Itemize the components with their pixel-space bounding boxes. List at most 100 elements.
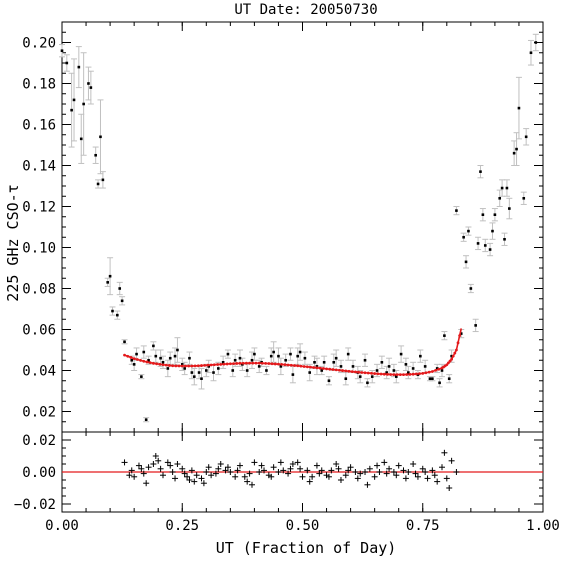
fit-dot	[325, 367, 328, 371]
data-point	[265, 369, 268, 372]
data-point	[488, 248, 492, 251]
fit-dot	[244, 361, 248, 365]
main-y-tick-label: 0.04	[22, 364, 56, 380]
residual-point	[167, 462, 174, 469]
residual-point	[179, 465, 186, 472]
fit-dot	[164, 363, 168, 367]
fit-dot	[427, 370, 431, 374]
data-point	[142, 350, 146, 354]
data-point	[411, 367, 415, 370]
fit-dot	[389, 373, 393, 376]
residual-point	[261, 467, 268, 474]
data-point	[132, 363, 136, 366]
residual-point	[325, 473, 332, 480]
fit-dot	[151, 361, 155, 365]
data-point	[320, 369, 324, 372]
fit-dot	[331, 368, 335, 371]
residual-point	[184, 473, 191, 480]
fit-dot	[309, 365, 312, 369]
residual-point	[362, 469, 369, 475]
data-point	[173, 354, 177, 358]
residual-point	[203, 469, 210, 475]
main-y-tick-label: 0.02	[22, 405, 56, 421]
fit-dot	[203, 363, 207, 367]
data-point	[399, 352, 403, 356]
data-point	[226, 352, 230, 356]
residual-point	[212, 470, 219, 477]
data-point	[190, 371, 194, 374]
fit-dot	[347, 369, 351, 373]
residual-point	[150, 461, 157, 467]
fit-dot	[257, 361, 261, 365]
fit-dot	[145, 360, 149, 364]
data-point	[491, 229, 494, 233]
residual-point	[309, 473, 316, 480]
data-point	[96, 182, 100, 186]
fit-dot	[264, 361, 268, 365]
data-point	[212, 371, 215, 374]
residual-point	[419, 465, 426, 472]
fit-dot	[366, 371, 370, 375]
fit-dot	[337, 368, 341, 372]
residual-point	[410, 461, 417, 467]
data-point	[166, 367, 170, 370]
residual-point	[347, 464, 354, 471]
data-point	[79, 137, 83, 141]
data-point	[308, 371, 312, 374]
data-point	[435, 367, 439, 370]
residual-point	[277, 459, 284, 466]
fit-dot	[193, 364, 197, 368]
residual-point	[200, 480, 207, 487]
main-y-tick-label: 0.18	[22, 77, 56, 93]
fit-dot	[216, 363, 219, 366]
residual-point	[335, 465, 342, 472]
fit-dot	[411, 372, 415, 376]
data-point	[363, 358, 367, 362]
data-point	[82, 102, 85, 106]
fit-dot	[450, 357, 454, 361]
data-point	[277, 354, 280, 358]
data-point	[231, 369, 235, 372]
residual-point	[414, 473, 421, 480]
data-point	[327, 379, 331, 383]
data-point	[123, 340, 126, 344]
data-point	[72, 98, 76, 102]
data-point	[192, 375, 196, 378]
data-point	[438, 381, 441, 385]
residual-point	[169, 469, 176, 475]
residual-point	[390, 469, 397, 475]
data-point	[116, 313, 119, 317]
data-point	[207, 365, 211, 368]
data-point	[505, 186, 509, 190]
residual-point	[441, 449, 448, 456]
data-point	[332, 361, 336, 364]
fit-dot	[286, 363, 290, 367]
residual-point	[232, 473, 239, 480]
data-point	[238, 356, 242, 360]
residual-point	[270, 464, 277, 471]
fit-dot	[187, 364, 191, 368]
fit-dot	[232, 362, 235, 365]
fit-dot	[200, 364, 203, 367]
data-point	[250, 358, 254, 362]
fit-dot	[321, 367, 325, 370]
data-point	[534, 41, 538, 44]
residual-point	[289, 461, 296, 467]
fit-dot	[248, 361, 251, 365]
residual-point	[208, 472, 215, 479]
fit-dot	[206, 363, 210, 367]
fit-dot	[212, 363, 216, 367]
data-point	[462, 235, 465, 239]
data-point	[245, 369, 249, 372]
fit-dot	[448, 359, 452, 363]
data-point	[313, 361, 316, 364]
residual-point	[448, 457, 455, 464]
residual-point	[424, 475, 431, 482]
data-point	[419, 354, 422, 358]
data-point	[503, 238, 506, 241]
data-point	[366, 381, 369, 385]
fit-dot	[177, 364, 181, 368]
y-axis-label: 225 GHz CSO-τ	[4, 184, 22, 301]
fit-dot	[180, 364, 184, 368]
fit-dot	[296, 364, 300, 368]
